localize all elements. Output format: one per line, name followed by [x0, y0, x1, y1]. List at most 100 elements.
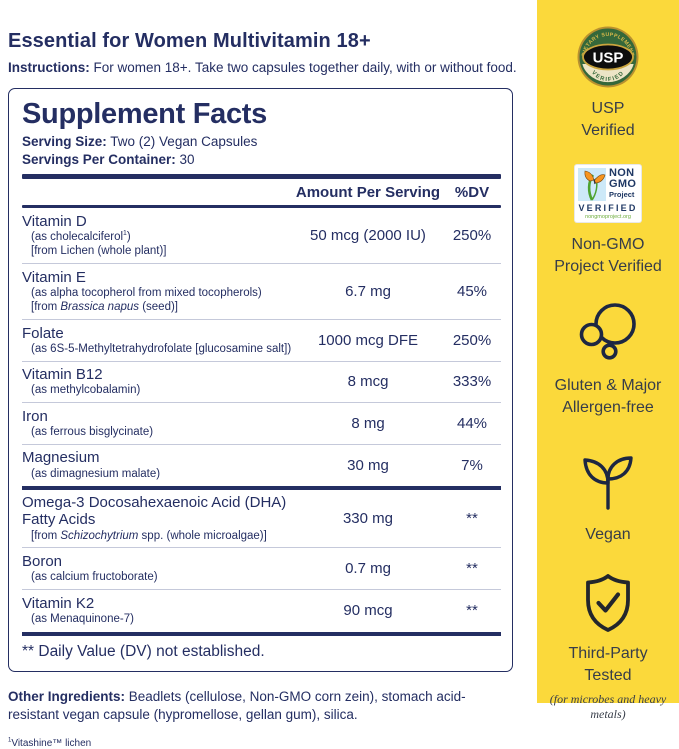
nutrient-source: (as cholecalciferol1) — [22, 230, 293, 244]
vitashine-footnote: 1Vitashine™ lichen — [8, 738, 537, 749]
nutrient-origin: [from Schizochytrium spp. (whole microal… — [22, 529, 293, 543]
table-row: Boron (as calcium fructoborate) 0.7 mg *… — [22, 547, 501, 589]
gluten-free-icon — [579, 303, 636, 360]
nutrient-source: (as dimagnesium malate) — [31, 467, 161, 480]
nutrient-amount: 0.7 mg — [345, 560, 391, 578]
nutrient-name: Iron — [22, 407, 48, 425]
non-gmo-seal-top: NON GMO Project — [578, 168, 638, 202]
badge-third-party: Third-Party Tested (for microbes and hea… — [545, 573, 671, 722]
supplement-facts-panel: Supplement Facts Serving Size: Two (2) V… — [8, 88, 513, 672]
column-header-dv: %DV — [454, 184, 490, 201]
other-ingredients: Other Ingredients: Beadlets (cellulose, … — [8, 688, 513, 724]
non-gmo-word-non: NON — [609, 167, 635, 180]
daily-value-note: ** Daily Value (DV) not established. — [22, 631, 501, 661]
non-gmo-word-gmo: GMO — [609, 178, 637, 191]
origin-species: Brassica napus — [60, 301, 140, 314]
nutrient-dv: 250% — [452, 331, 492, 349]
nutrient-dv: ** — [466, 560, 478, 578]
nutrient-amount: 50 mcg (2000 IU) — [310, 227, 426, 244]
nutrient-amount: 8 mcg — [347, 373, 389, 391]
table-row: Vitamin B12 (as methylcobalamin) 8 mcg 3… — [22, 360, 501, 403]
badge-usp: DIETARY SUPPLEMENT VERIFIED USP USP Veri… — [573, 26, 643, 141]
origin-text: (seed)] — [139, 301, 179, 314]
badge-gluten-free: Gluten & Major Allergen-free — [547, 301, 669, 418]
nutrient-origin: [from Brassica napus (seed)] — [22, 300, 293, 314]
nutrient-source: (as calcium fructoborate) — [31, 571, 158, 584]
nutrient-name-cell: Magnesium (as dimagnesium malate) — [22, 449, 293, 481]
nutrient-name-cell: Vitamin K2 (as Menaquinone-7) — [22, 595, 293, 627]
origin-text: spp. (whole microalgae)] — [138, 529, 267, 542]
table-row: Omega-3 Docosahexaenoic Acid (DHA) Fatty… — [22, 485, 501, 548]
nutrient-name: Folate — [22, 324, 64, 342]
nutrient-dv: 44% — [456, 415, 488, 433]
certification-sidebar: DIETARY SUPPLEMENT VERIFIED USP USP Veri… — [537, 0, 679, 721]
other-ingredients-label: Other Ingredients: — [8, 688, 126, 704]
table-row: Magnesium (as dimagnesium malate) 30 mg … — [22, 443, 501, 486]
table-row: Folate (as 6S-5-Methyltetrahydrofolate [… — [22, 319, 501, 361]
nutrient-name: Vitamin D — [22, 212, 87, 230]
non-gmo-wordmark: NON GMO Project — [606, 168, 636, 201]
badge-label-vegan: Vegan — [585, 525, 631, 543]
usp-seal-icon: DIETARY SUPPLEMENT VERIFIED USP — [577, 26, 639, 88]
servings-per-container-label: Servings Per Container: — [22, 152, 176, 167]
instructions-body: For women 18+. Take two capsules togethe… — [89, 60, 517, 75]
source-text: (as cholecalciferol — [31, 230, 124, 243]
vegan-icon — [583, 455, 633, 510]
nutrient-amount: 6.7 mg — [345, 283, 391, 300]
footnote-text: Vitashine™ lichen — [11, 738, 92, 749]
nutrient-name-cell: Folate (as 6S-5-Methyltetrahydrofolate [… — [22, 325, 293, 357]
nutrient-dv: 250% — [452, 227, 492, 244]
serving-size-value: Two (2) Vegan Capsules — [106, 134, 258, 149]
nutrient-amount: 1000 mcg DFE — [317, 331, 419, 349]
page-title: Essential for Women Multivitamin 18+ — [8, 30, 371, 52]
third-party-note: (for microbes and heavy metals) — [549, 692, 667, 722]
nutrient-name-cell: Boron (as calcium fructoborate) — [22, 553, 293, 585]
nutrient-name: Boron — [22, 552, 63, 570]
nutrient-name-cell: Iron (as ferrous bisglycinate) — [22, 408, 293, 440]
nutrient-name-cell: Vitamin E (as alpha tocopherol from mixe… — [22, 269, 293, 315]
nutrient-name: Vitamin E — [22, 268, 86, 286]
serving-size-label: Serving Size: — [22, 134, 107, 149]
nutrient-source: (as alpha tocopherol from mixed tocopher… — [31, 286, 262, 299]
nutrient-name: Magnesium — [22, 449, 100, 467]
nutrient-source: (as Menaquinone-7) — [31, 612, 134, 625]
nutrient-dv: 7% — [461, 456, 483, 474]
serving-size-line: Serving Size: Two (2) Vegan Capsules — [22, 134, 501, 149]
label-main-panel: Essential for Women Multivitamin 18+ Ins… — [8, 30, 537, 749]
nutrient-name: Vitamin K2 — [22, 594, 95, 612]
nutrient-amount: 330 mg — [342, 509, 394, 527]
nutrient-amount: 8 mg — [351, 415, 385, 433]
nutrient-dv: ** — [466, 509, 478, 527]
nutrient-amount: 90 mcg — [343, 601, 393, 619]
badge-non-gmo: NON GMO Project VERIFIED nongmoproject.o… — [547, 165, 669, 277]
badge-label-gluten-free: Gluten & Major Allergen-free — [554, 377, 662, 416]
footnote-marker: 1 — [123, 229, 127, 237]
table-row: Iron (as ferrous bisglycinate) 8 mg 44% — [22, 402, 501, 444]
nutrient-name-cell: Vitamin D (as cholecalciferol1) [from Li… — [22, 213, 293, 259]
non-gmo-verified-text: VERIFIED — [578, 203, 638, 214]
column-header-amount: Amount Per Serving — [295, 184, 441, 201]
servings-per-container-value: 30 — [175, 152, 195, 167]
non-gmo-seal-icon: NON GMO Project VERIFIED nongmoproject.o… — [575, 165, 641, 223]
table-row: Vitamin E (as alpha tocopherol from mixe… — [22, 263, 501, 319]
nutrient-source: (as ferrous bisglycinate) — [31, 426, 154, 438]
nutrient-origin: [from Lichen (whole plant)] — [31, 245, 167, 258]
source-text: ) — [126, 230, 131, 243]
non-gmo-url: nongmoproject.org — [585, 214, 631, 221]
nutrient-dv: 333% — [452, 373, 492, 391]
non-gmo-word-project: Project — [609, 190, 635, 200]
origin-text: [from — [31, 529, 61, 542]
supplement-facts-title: Supplement Facts — [22, 98, 267, 130]
nutrient-name: Omega-3 Docosahexaenoic Acid (DHA) Fatty… — [22, 494, 287, 529]
nutrient-source: (as 6S-5-Methyltetrahydrofolate [glucosa… — [31, 342, 292, 355]
badge-vegan: Vegan — [580, 449, 636, 546]
servings-per-container-line: Servings Per Container: 30 — [22, 152, 501, 167]
badge-label-usp: USP Verified — [581, 100, 635, 139]
nutrient-dv: 45% — [456, 283, 488, 300]
usp-center-text: USP — [593, 50, 624, 67]
badge-label-non-gmo: Non-GMO Project Verified — [554, 236, 662, 275]
badge-label-third-party: Third-Party Tested — [568, 645, 648, 684]
instructions-text: Instructions: For women 18+. Take two ca… — [8, 60, 537, 75]
table-header-row: Amount Per Serving %DV — [22, 179, 501, 205]
nutrient-name-cell: Omega-3 Docosahexaenoic Acid (DHA) Fatty… — [22, 494, 293, 543]
